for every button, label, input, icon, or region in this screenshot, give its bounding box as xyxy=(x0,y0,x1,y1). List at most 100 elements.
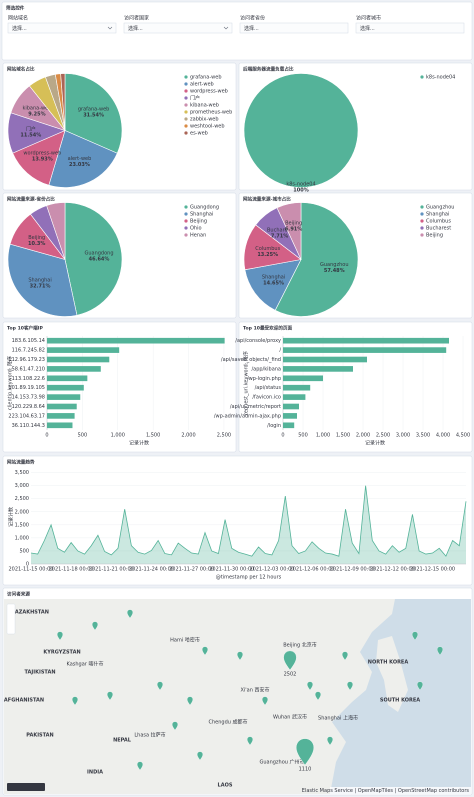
y-tick-label: 14.153.73.98 xyxy=(12,395,45,401)
bar xyxy=(47,375,88,382)
legend-label[interactable]: alert-web xyxy=(190,82,214,88)
map-peninsula xyxy=(376,636,408,712)
legend-swatch xyxy=(184,117,188,121)
bar xyxy=(47,413,75,419)
panel-title: 筛选控件 xyxy=(6,5,25,12)
slice-name: alert-web xyxy=(68,156,92,162)
x-tick-label: 2021-11-30 00:00 xyxy=(209,567,254,573)
map-pin xyxy=(127,609,133,619)
legend-swatch xyxy=(184,233,188,237)
bar xyxy=(283,394,306,400)
control-box[interactable] xyxy=(239,22,349,34)
slice-name: k8s-node04 xyxy=(286,181,315,187)
slice-label: 57.48% xyxy=(324,268,345,274)
map-pin xyxy=(92,621,98,631)
map-pin xyxy=(202,646,208,656)
bar xyxy=(47,337,225,344)
legend-label[interactable]: Henan xyxy=(190,233,206,239)
control-label: 访问者城市 xyxy=(356,15,381,22)
legend-label[interactable]: k8s-node04 xyxy=(426,75,455,81)
legend-label[interactable]: prometheus-web xyxy=(190,110,232,116)
y-axis-title: clientip.keyword: 降序 xyxy=(7,356,14,410)
map-pin xyxy=(417,681,423,691)
control-box[interactable] xyxy=(123,22,233,34)
pie-slice xyxy=(46,202,66,260)
x-tick-label: 1,500 xyxy=(336,433,350,439)
map-pin xyxy=(315,691,321,701)
control-label: 网站域名 xyxy=(8,15,28,22)
bar xyxy=(283,375,323,382)
legend-label[interactable]: Columbus xyxy=(426,219,451,225)
legend-label[interactable]: Guangdong xyxy=(190,205,219,211)
x-tick-label: 2021-11-24 00:00 xyxy=(129,567,174,573)
y-tick-label: /wp-login.php xyxy=(247,376,281,382)
panel xyxy=(2,455,473,586)
slice-name: Beijing xyxy=(285,221,302,227)
legend-swatch xyxy=(184,205,188,209)
y-tick-label: 1,500 xyxy=(15,522,29,528)
attribution: Elastic Maps Service | OpenMapTiles | Op… xyxy=(302,788,470,794)
legend-label[interactable]: Shanghai xyxy=(426,212,449,218)
bar xyxy=(283,422,295,429)
pie-slice xyxy=(64,202,123,316)
y-tick-label: /wp-admin/admin-ajax.php xyxy=(214,413,281,419)
slice-label: 10.3% xyxy=(28,241,45,247)
slice-label: 46.64% xyxy=(89,256,110,262)
map-pin xyxy=(437,646,443,656)
legend-label[interactable]: zabbix-web xyxy=(190,117,219,123)
map-pin xyxy=(412,631,418,641)
map-pin xyxy=(172,721,178,731)
slice-label: 14.65% xyxy=(263,280,284,286)
legend-label[interactable]: es-web xyxy=(190,131,208,137)
x-tick-label: 1,500 xyxy=(146,433,160,439)
legend-label[interactable]: Ohio xyxy=(190,226,202,232)
place-label: SOUTH KOREA xyxy=(380,698,420,704)
legend-swatch xyxy=(184,219,188,223)
layer-button[interactable] xyxy=(7,783,45,791)
bar xyxy=(47,347,120,353)
legend-label[interactable]: weshtool-web xyxy=(190,124,225,130)
legend-swatch xyxy=(420,226,424,230)
y-axis-title: 记录计数 xyxy=(8,507,15,527)
legend-label[interactable]: wordpress-web xyxy=(190,89,228,95)
legend-label[interactable]: kibana-web xyxy=(190,103,219,109)
y-tick-label: /api/status xyxy=(255,385,282,391)
x-tick-label: 500 xyxy=(78,433,88,439)
legend-label[interactable]: Bucharest xyxy=(426,226,451,232)
x-tick-label: 4,500 xyxy=(456,433,470,439)
control-box[interactable] xyxy=(355,22,465,34)
pie-slice xyxy=(274,202,359,317)
y-tick-label: /api/ui_metric/report xyxy=(230,404,281,410)
slice-label: 13.93% xyxy=(32,157,53,163)
slice-label: 31.54% xyxy=(83,112,104,118)
legend-label[interactable]: grafana-web xyxy=(190,75,222,81)
panel xyxy=(1,1,473,61)
pie-slice xyxy=(244,259,302,311)
y-tick-label: 223.104.63.17 xyxy=(8,413,45,419)
attribution-bg xyxy=(330,787,471,794)
legend-label[interactable]: Beijing xyxy=(190,219,207,225)
chevron xyxy=(107,26,113,30)
slice-name: grafana-web xyxy=(78,106,110,112)
zoom-control[interactable] xyxy=(6,603,16,635)
control-box[interactable] xyxy=(7,22,117,34)
y-tick-label: 112.96.179.23 xyxy=(8,357,45,363)
x-tick-label: 3,500 xyxy=(416,433,430,439)
legend-label[interactable]: Guangzhou xyxy=(426,205,454,211)
x-tick-label: 1,000 xyxy=(111,433,125,439)
x-tick-label: 2021-12-15 00:00 xyxy=(410,567,455,573)
control-label: 访问者省份 xyxy=(240,15,265,22)
place-label: KAZAKHSTAN xyxy=(11,610,49,616)
x-tick-label: 2021-11-15 00:00 xyxy=(8,567,53,573)
x-tick-label: 2021-11-21 00:00 xyxy=(89,567,134,573)
legend-label[interactable]: 门户 xyxy=(190,95,200,102)
pie-slice xyxy=(64,73,123,154)
y-tick-label: 58.61.47.210 xyxy=(12,366,45,372)
x-tick-label: 1,000 xyxy=(316,433,330,439)
y-tick-label: /favicon.ico xyxy=(252,395,281,401)
x-tick-label: 4,000 xyxy=(436,433,450,439)
legend-label[interactable]: Shanghai xyxy=(190,212,213,218)
legend-label[interactable]: Beijing xyxy=(426,233,443,239)
